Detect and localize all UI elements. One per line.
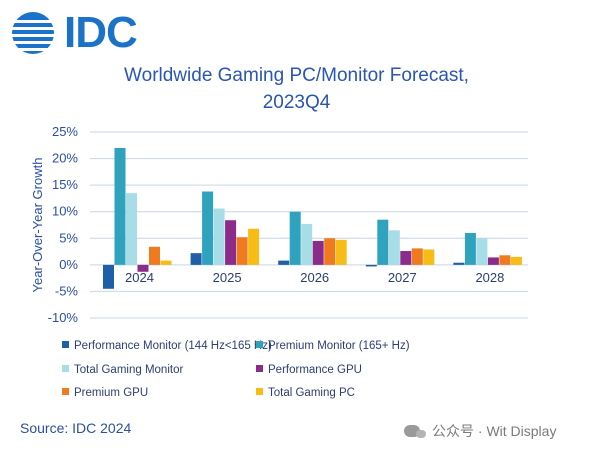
x-tick-label: 2028 [475,270,504,285]
legend-label: Total Gaming PC [268,387,355,399]
globe-icon [10,12,58,54]
legend-item: Premium Monitor (165+ Hz) [256,340,410,352]
legend-swatch [62,365,69,373]
legend-label: Performance Monitor (144 Hz<165 Hz) [74,340,272,352]
bar [301,223,313,265]
y-tick-label: 5% [59,230,78,245]
legend-label: Performance GPU [268,364,362,376]
legend-label: Total Gaming Monitor [74,364,184,376]
bar [213,208,225,265]
logo-text: IDC [64,8,138,57]
legend-swatch [256,341,263,349]
chart-title-line2: 2023Q4 [262,92,331,113]
y-tick-label: 0% [59,257,78,272]
x-tick-label: 2025 [213,270,242,285]
bar [126,193,137,265]
bar [423,249,435,265]
legend-swatch [62,388,69,396]
bar [377,219,389,265]
bar [103,264,114,289]
y-axis-title: Year-Over-Year Growth [30,158,45,293]
bar [324,238,336,265]
y-tick-label: -10% [48,310,79,325]
legend-label: Premium GPU [74,387,149,399]
bar [400,251,412,265]
bar [236,237,248,265]
bar [278,260,290,265]
bar [289,211,301,265]
bar [190,253,202,265]
x-tick-label: 2027 [388,270,417,285]
bar-chart: -10% -5% 0% 5% 10% 15% 20% 25% Year-Over-Year Gr… [30,124,528,325]
legend-label: Premium Monitor (165+ Hz) [268,340,410,352]
bar [248,228,260,265]
bar [510,256,522,265]
idc-logo: IDC [10,8,140,58]
y-tick-label: 10% [52,204,78,219]
legend-item: Total Gaming Monitor [62,364,183,376]
bar [225,220,237,265]
bar [388,230,400,265]
x-tick-label: 2024 [125,270,154,285]
bar [464,232,476,265]
bar [202,191,214,265]
watermark-text: 公众号 · Wit Display [432,423,557,439]
y-tick-label: 15% [52,177,78,192]
bar [149,246,160,265]
legend-swatch [256,388,263,396]
y-tick-label: -5% [55,283,79,298]
legend-item: Total Gaming PC [256,387,355,399]
bar [365,264,377,267]
y-tick-label: 20% [52,151,78,166]
chart-title-line1: Worldwide Gaming PC/Monitor Forecast, [124,65,469,86]
watermark: 公众号 · Wit Display [404,421,556,441]
bar [114,147,126,265]
bar [499,255,511,265]
bar [335,239,347,265]
bar [312,240,324,265]
bar [160,260,172,265]
legend-swatch [256,365,263,373]
bar [476,238,488,265]
wechat-icon-bubble [416,430,426,439]
bar [453,262,465,265]
source-note: Source: IDC 2024 [20,420,132,436]
legend-item: Performance GPU [256,364,362,376]
legend-item: Premium GPU [62,387,148,399]
bar [411,248,423,265]
y-tick-label: 25% [52,124,78,139]
bar [487,257,499,265]
bar [137,264,149,272]
legend-item: Performance Monitor (144 Hz<165 Hz) [62,340,272,352]
legend-swatch [62,341,69,349]
x-tick-label: 2026 [300,270,329,285]
